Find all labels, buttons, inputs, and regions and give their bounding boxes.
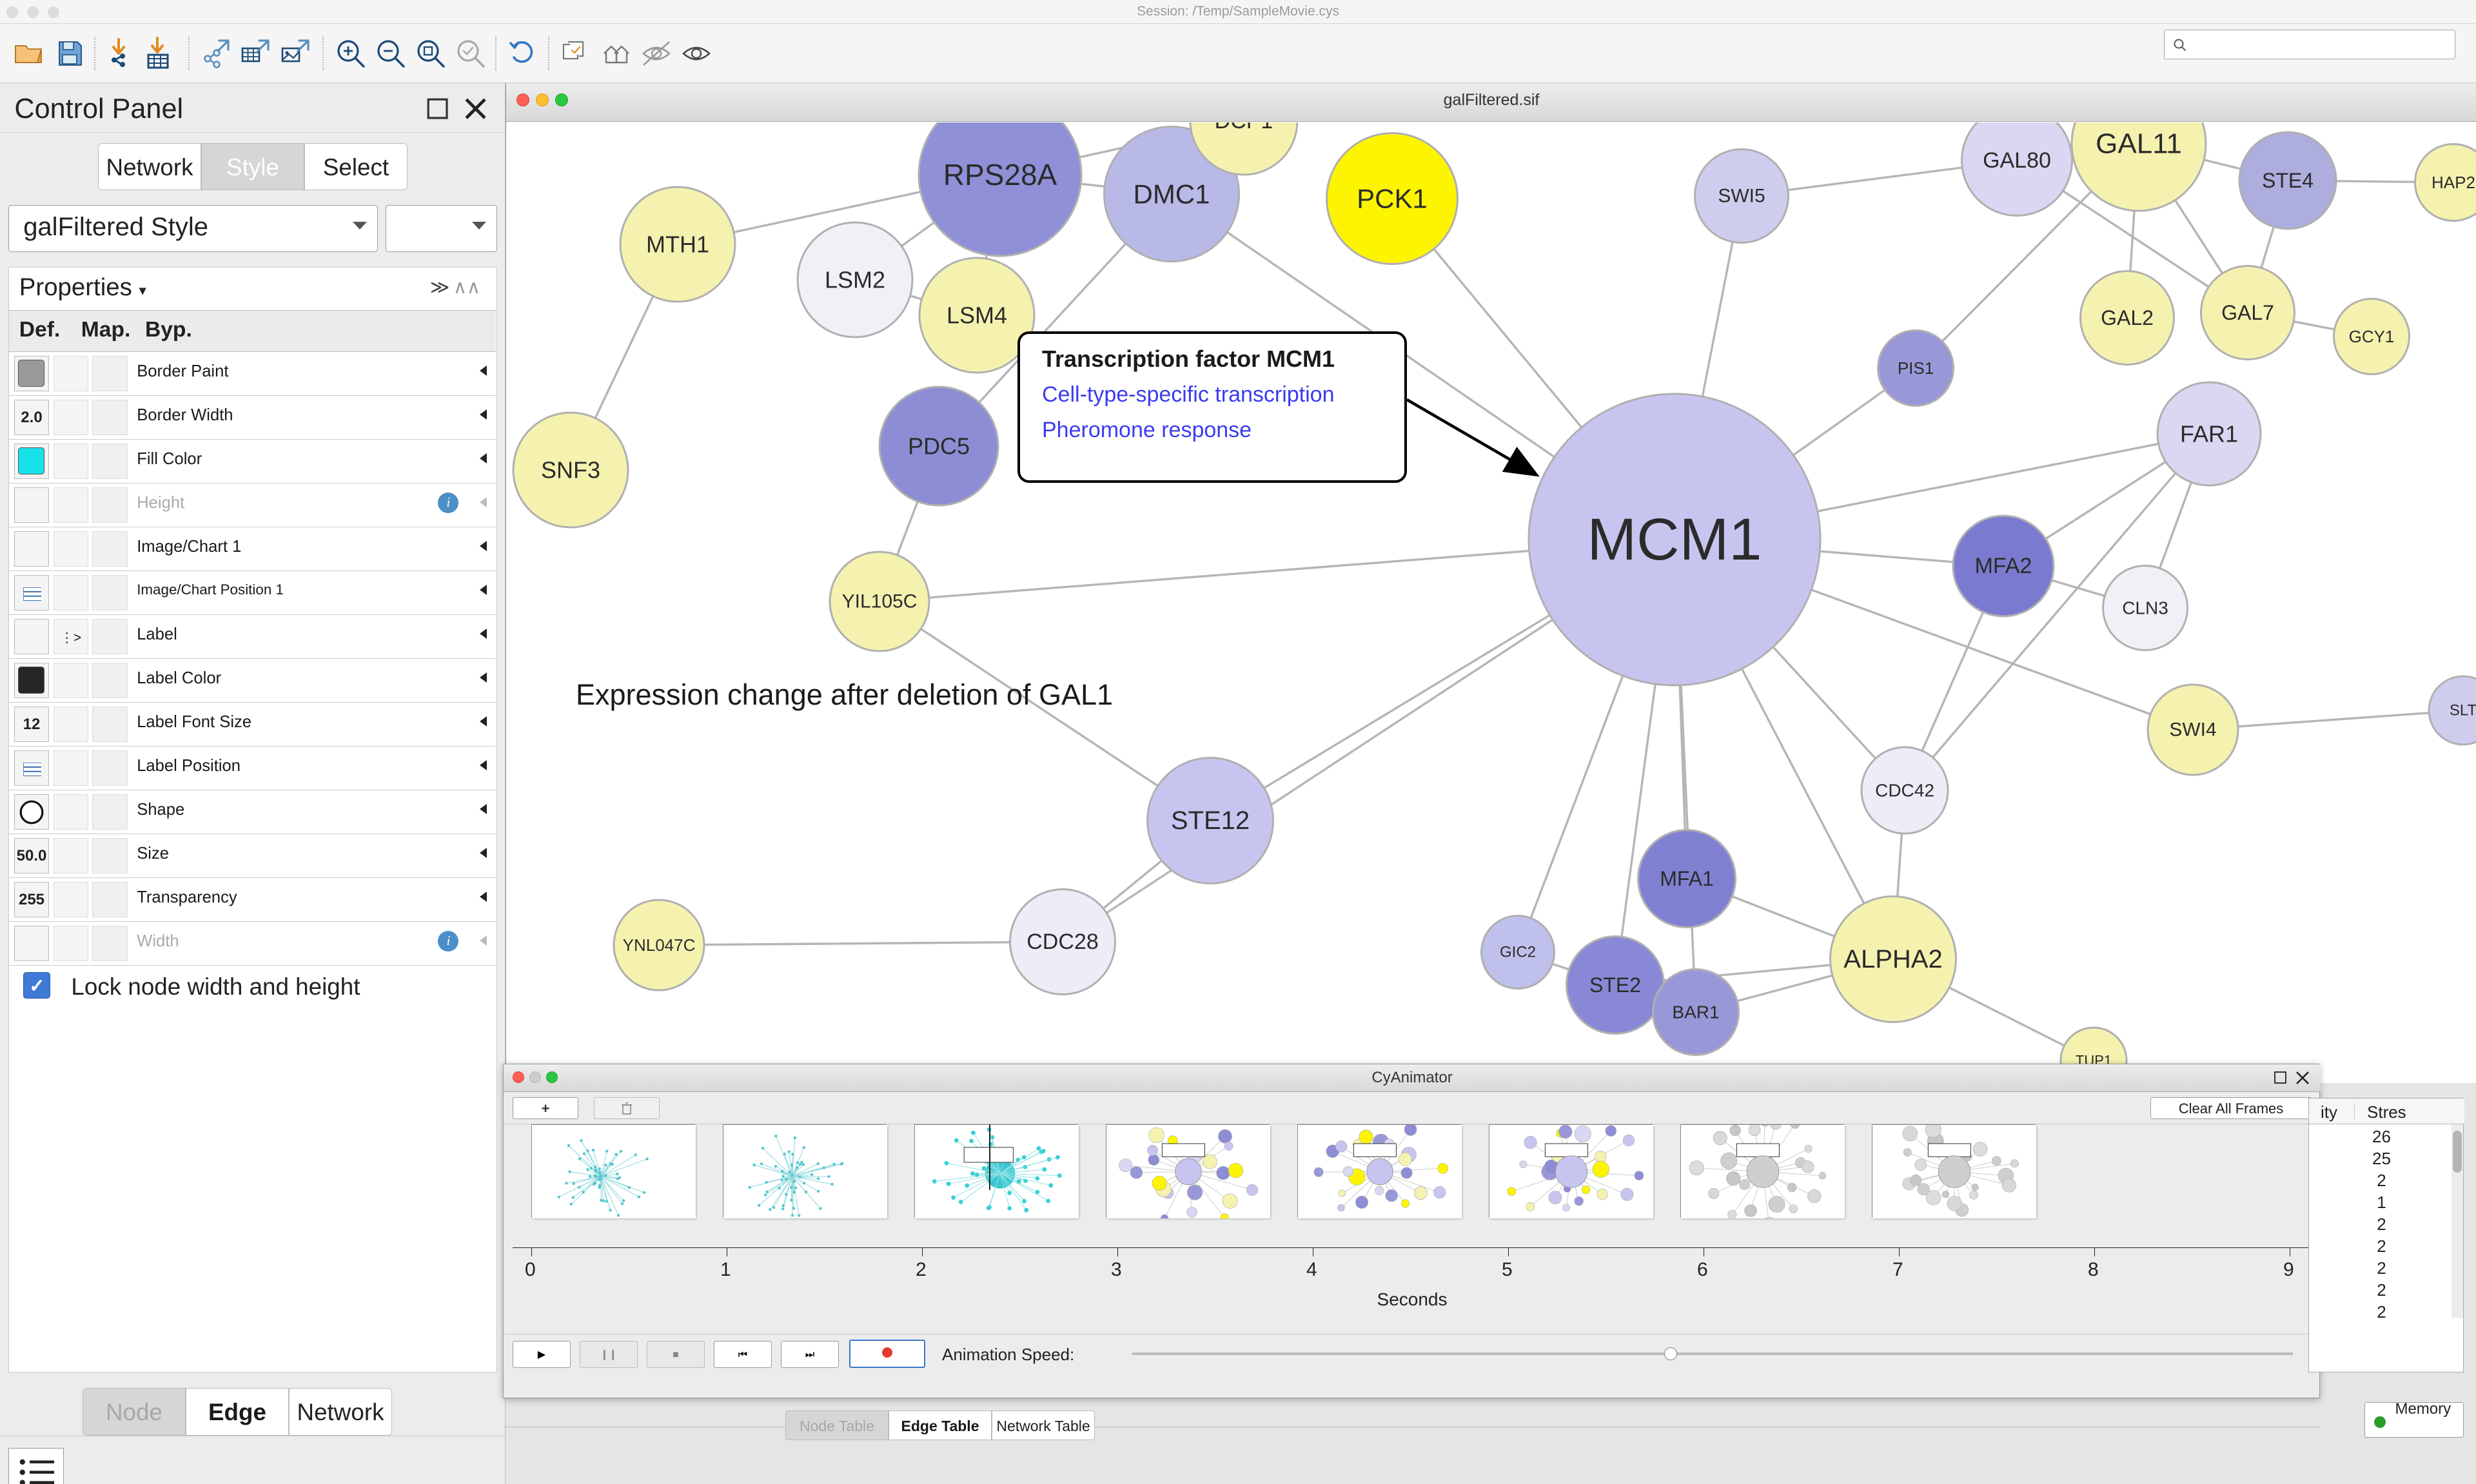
svg-text:YIL105C: YIL105C bbox=[842, 591, 918, 612]
svg-text:CLN3: CLN3 bbox=[2122, 598, 2168, 618]
svg-text:CDC42: CDC42 bbox=[1875, 781, 1934, 801]
svg-text:STE2: STE2 bbox=[1589, 973, 1641, 997]
svg-text:MCM1: MCM1 bbox=[1587, 507, 1762, 572]
svg-text:PDC5: PDC5 bbox=[908, 433, 970, 460]
svg-text:BAR1: BAR1 bbox=[1672, 1002, 1719, 1022]
svg-text:FAR1: FAR1 bbox=[2180, 421, 2238, 447]
svg-text:CDC28: CDC28 bbox=[1027, 930, 1098, 954]
svg-text:DMC1: DMC1 bbox=[1133, 179, 1210, 210]
svg-text:GIC2: GIC2 bbox=[1500, 944, 1536, 961]
svg-text:MFA1: MFA1 bbox=[1660, 867, 1714, 890]
svg-text:STE4: STE4 bbox=[2262, 169, 2314, 192]
svg-text:GAL7: GAL7 bbox=[2221, 301, 2274, 324]
svg-text:SLT: SLT bbox=[2450, 702, 2476, 719]
svg-text:MTH1: MTH1 bbox=[646, 231, 709, 258]
svg-text:SWI4: SWI4 bbox=[2169, 719, 2216, 741]
svg-text:GAL80: GAL80 bbox=[1983, 148, 2051, 173]
svg-text:SWI5: SWI5 bbox=[1718, 186, 1765, 207]
svg-text:MFA2: MFA2 bbox=[1975, 554, 2032, 578]
svg-text:STE12: STE12 bbox=[1171, 806, 1250, 835]
svg-text:GAL2: GAL2 bbox=[2101, 306, 2154, 329]
svg-text:LSM4: LSM4 bbox=[947, 302, 1007, 329]
svg-text:YNL047C: YNL047C bbox=[623, 935, 696, 955]
svg-text:DCP1: DCP1 bbox=[1215, 122, 1273, 133]
svg-text:PCK1: PCK1 bbox=[1357, 184, 1428, 214]
svg-text:HAP2: HAP2 bbox=[2432, 173, 2475, 192]
svg-text:RPS28A: RPS28A bbox=[943, 158, 1057, 191]
svg-text:GAL11: GAL11 bbox=[2096, 128, 2182, 160]
svg-text:ALPHA2: ALPHA2 bbox=[1843, 945, 1942, 973]
svg-text:GCY1: GCY1 bbox=[2349, 327, 2395, 346]
svg-text:LSM2: LSM2 bbox=[825, 267, 885, 293]
svg-text:PIS1: PIS1 bbox=[1898, 358, 1934, 378]
svg-text:SNF3: SNF3 bbox=[541, 457, 600, 483]
